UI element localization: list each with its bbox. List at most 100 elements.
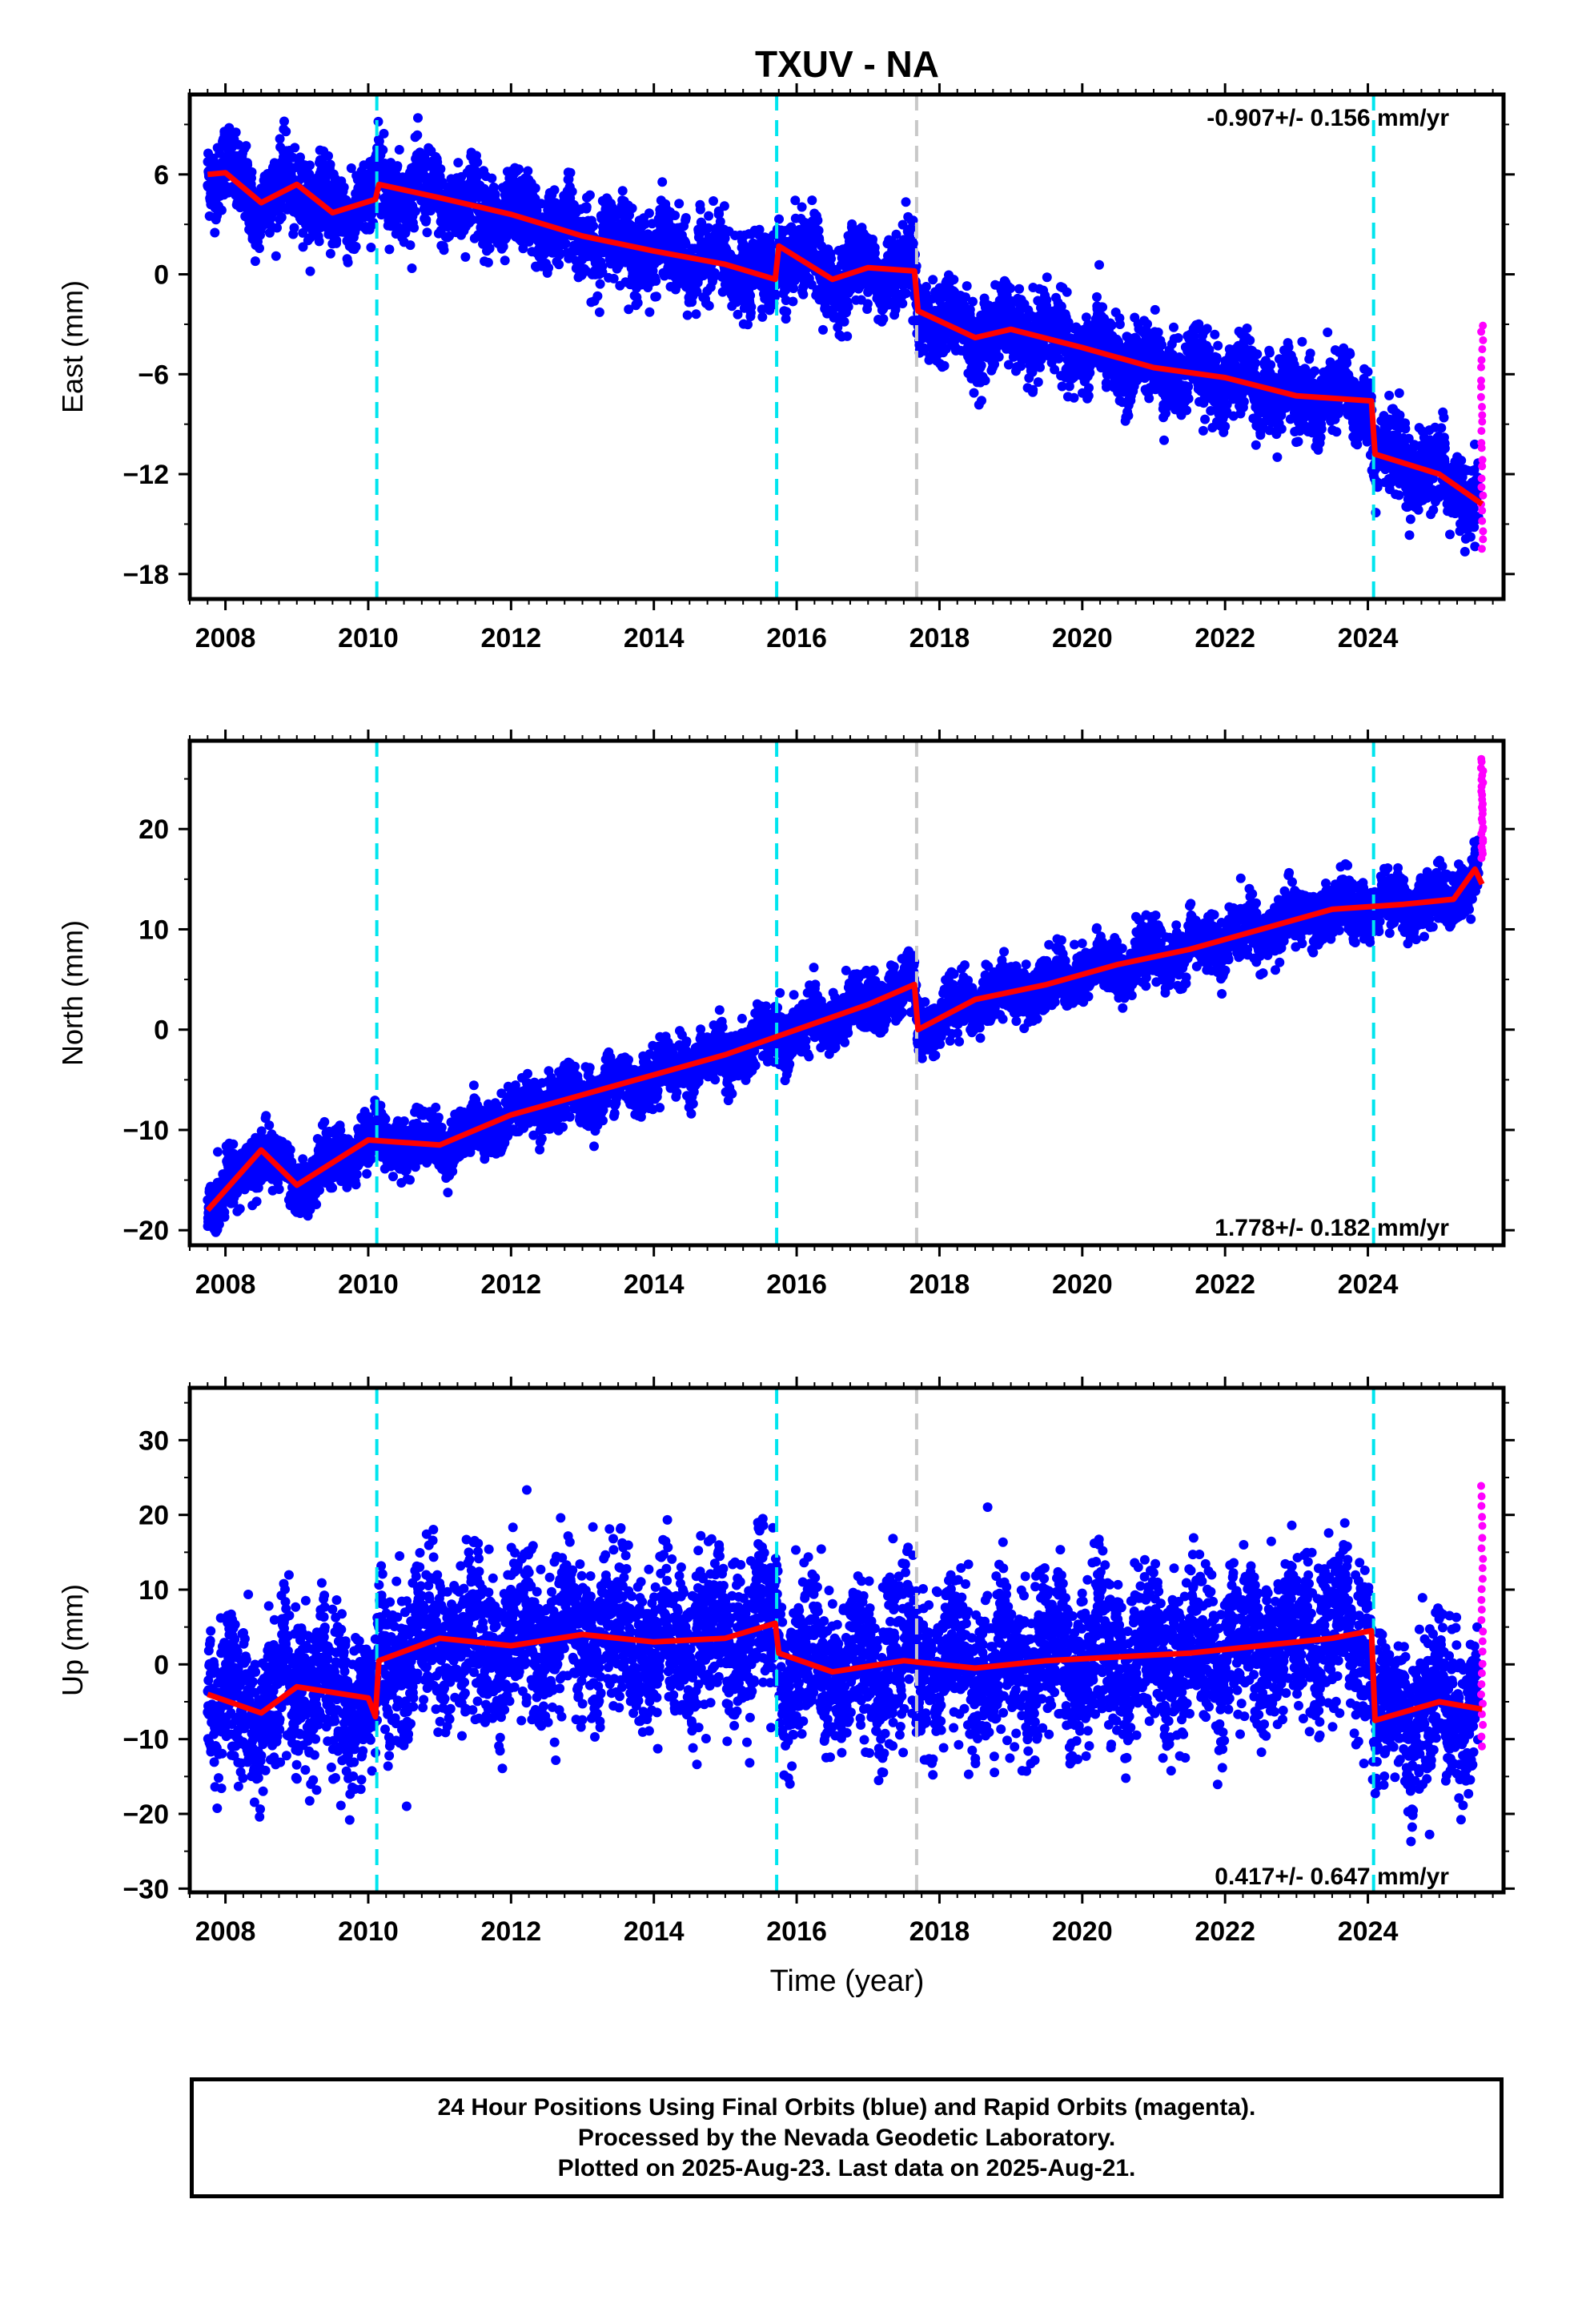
east-final-point [719,201,729,211]
east-final-point [530,183,540,193]
east-final-point [969,388,979,398]
east-final-orbit-points [203,113,1484,557]
east-final-point [807,195,817,206]
east-final-point [709,196,718,206]
east-final-point [1150,304,1160,315]
east-final-point [691,309,701,320]
east-final-point [588,221,599,231]
east-final-point [409,223,420,233]
east-final-point [657,177,668,187]
east-final-point [594,307,604,317]
east-final-point [255,243,264,253]
east-final-point [343,257,353,267]
east-final-point [1069,392,1079,403]
east-final-point [980,376,990,386]
east-final-point [339,182,349,192]
east-final-point [797,202,807,212]
east-final-point [523,166,533,176]
east-final-point [868,235,877,244]
east-final-point [500,255,510,266]
east-final-point [323,151,333,161]
east-final-point [644,208,654,219]
east-final-point [394,145,404,155]
east-final-point [843,302,853,312]
east-final-point [514,164,524,175]
east-final-point [276,212,287,223]
east-final-point [271,251,281,261]
east-final-point [1142,319,1152,329]
plot-title: TXUV - NA [755,43,939,85]
east-final-point [460,251,471,262]
east-final-point [1092,292,1102,302]
east-final-point [781,307,792,317]
east-final-point [651,292,661,302]
east-final-point [1114,320,1125,329]
east-final-point [298,242,308,252]
east-final-point [627,203,637,214]
east-final-point [757,312,768,322]
east-final-point [818,324,828,335]
east-final-point [1123,411,1134,420]
east-final-point [250,256,260,267]
east-final-point [472,157,483,167]
east-final-point [384,244,395,255]
east-final-point [632,298,643,308]
east-final-point [788,296,798,307]
east-final-point [287,152,298,163]
east-final-point [436,164,446,174]
east-final-point [746,302,757,312]
east-final-point [949,275,959,285]
east-final-point [939,360,950,371]
east-final-point [769,292,780,302]
east-final-point [314,236,324,247]
east-final-point [908,239,918,248]
east-final-point [1062,287,1072,297]
east-final-point [439,245,449,255]
east-final-point [410,206,420,216]
east-final-point [994,352,1004,362]
east-final-point [305,266,315,276]
east-final-point [331,235,342,246]
east-final-point [681,213,691,223]
east-final-point [745,291,756,300]
east-final-point [325,248,335,259]
east-final-point [977,396,986,406]
east-final-point [644,307,655,317]
east-final-point [798,289,809,300]
east-final-point [216,205,227,215]
east-final-point [247,167,257,177]
east-final-point [483,257,493,267]
east-final-point [279,116,289,127]
east-final-point [976,360,986,371]
east-final-point [453,158,464,168]
east-final-point [928,275,938,285]
east-final-point [379,128,389,139]
east-final-point [1042,272,1052,283]
east-final-point [682,310,693,320]
east-final-point [651,275,661,286]
east-final-point [1042,295,1052,305]
east-final-point [1098,302,1108,312]
east-final-point [298,227,308,238]
east-final-point [275,134,285,144]
east-final-point [1033,377,1043,388]
east-final-point [210,227,220,238]
east-final-point [565,167,576,178]
east-final-point [1085,368,1095,378]
east-final-point [878,314,889,324]
east-final-point [560,239,571,249]
east-final-point [405,240,416,251]
east-final-point [743,320,753,330]
east-final-point [595,279,605,289]
east-final-point [1084,383,1094,393]
east-final-point [264,227,275,238]
east-final-point [839,316,849,327]
east-final-point [617,186,628,196]
east-final-point [704,300,714,311]
east-final-point [412,130,423,140]
east-final-point [921,282,931,292]
east-final-point [774,214,784,224]
east-final-point [305,160,315,171]
east-final-point [1006,283,1016,293]
east-final-point [484,243,495,254]
